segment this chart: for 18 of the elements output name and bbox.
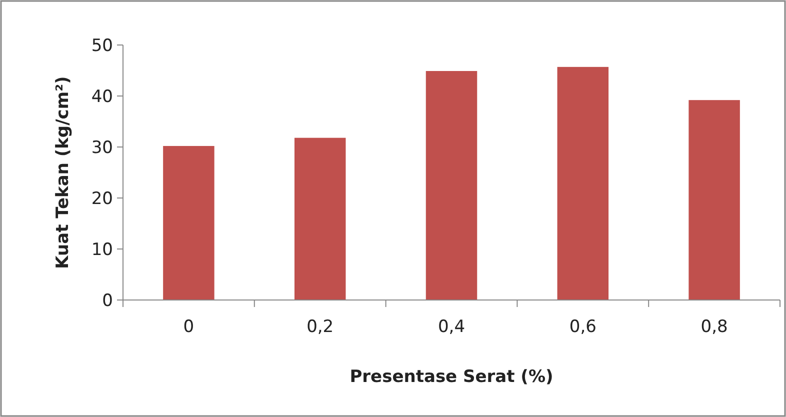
y-tick-label: 50 — [91, 36, 113, 56]
y-tick-label: 0 — [102, 290, 113, 311]
y-tick-label: 30 — [91, 138, 113, 158]
x-tick-label: 0,6 — [569, 317, 596, 337]
y-tick-label: 40 — [91, 86, 113, 107]
bar — [557, 66, 609, 300]
x-axis-title: Presentase Serat (%) — [350, 367, 554, 387]
y-tick-label: 10 — [91, 240, 113, 260]
bar — [163, 146, 214, 300]
bar — [426, 71, 478, 300]
x-tick-label: 0,4 — [438, 317, 466, 337]
y-axis-title: Kuat Tekan (kg/cm²) — [53, 76, 73, 269]
x-tick-label: 0,8 — [700, 317, 728, 337]
x-tick-label: 0 — [183, 317, 194, 337]
y-tick-label: 20 — [91, 188, 113, 209]
bar — [688, 100, 740, 300]
bar — [294, 138, 346, 300]
x-tick-label: 0,2 — [306, 317, 334, 337]
